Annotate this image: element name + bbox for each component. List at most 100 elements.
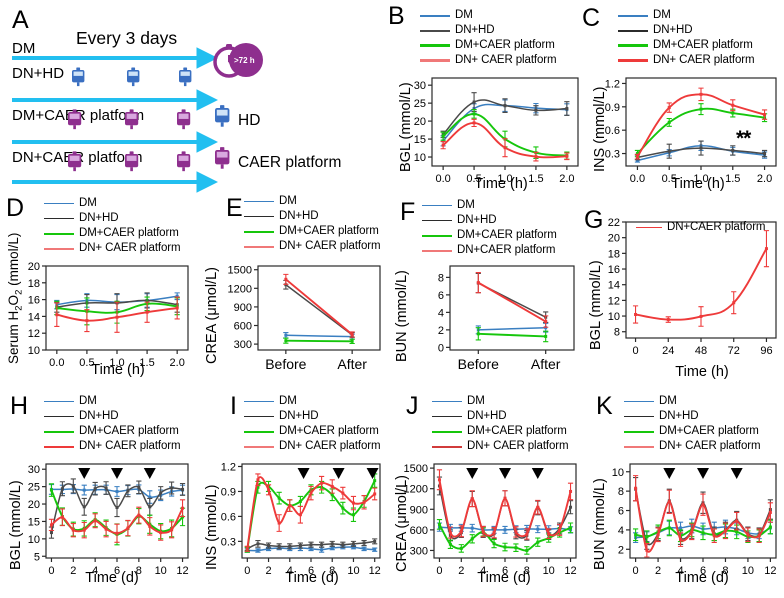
legend-item-dmcaer: DM+CAER platform [244, 424, 381, 439]
legend-label-dm: DM [455, 9, 473, 21]
legend-swatch-dnhd [44, 416, 74, 417]
svg-text:0.0: 0.0 [435, 173, 450, 185]
legend-swatch-dncaer [422, 249, 452, 252]
svg-text:22: 22 [608, 217, 620, 229]
svg-text:0: 0 [633, 565, 639, 577]
legend-label-dmcaer: DM+CAER platform [279, 425, 379, 437]
legend-swatch-dmcaer [244, 230, 274, 233]
legend-swatch-dm [44, 401, 74, 402]
panel-f-letter: F [400, 198, 416, 226]
legend-label-dncaer: DN+ CAER platform [279, 440, 381, 452]
svg-text:0.3: 0.3 [605, 149, 620, 161]
legend-swatch-dm [420, 14, 450, 17]
panel-b-plot: 10 15 20 25 30 0.0 0.5 1.0 1.5 2.0 [414, 77, 579, 185]
legend-swatch-dnhd [624, 416, 654, 417]
panel-k-letter: K [596, 392, 613, 420]
panel-j-ylabel: CREA (μmol/L) [394, 475, 410, 572]
legend-item-dncaer: DN+ CAER platform [432, 439, 569, 454]
legend-item-dncaer: DN+ CAER platform [624, 439, 761, 454]
legend-swatch-dmcaer [624, 430, 654, 433]
panel-e-legend: DM DN+HD DM+CAER platform DN+ CAER platf… [244, 194, 381, 254]
svg-text:300: 300 [234, 339, 252, 351]
legend-item-dncaer: DN+ CAER platform [44, 241, 181, 256]
panel-j-legend: DM DN+HD DM+CAER platform DN+ CAER platf… [432, 394, 569, 454]
panel-i: I DM DN+HD DM+CAER platform DN+ CAER pla… [196, 390, 388, 598]
panel-j-xlabel: Time (d) [477, 570, 531, 586]
svg-text:0.5: 0.5 [79, 357, 94, 369]
svg-text:0.5: 0.5 [466, 173, 481, 185]
panel-a-letter: A [12, 6, 29, 34]
svg-text:10: 10 [28, 534, 40, 546]
svg-text:0.0: 0.0 [49, 357, 64, 369]
svg-text:After: After [337, 356, 367, 372]
panel-c-legend: DM DN+HD DM+CAER platform DN+ CAER platf… [618, 8, 755, 68]
caer-bag-icon [125, 109, 139, 130]
hd-bag-icon [179, 67, 192, 87]
svg-text:16: 16 [608, 264, 620, 276]
legend-item-dm: DM [618, 8, 755, 23]
panel-j-letter: J [406, 392, 419, 420]
svg-text:6: 6 [114, 565, 120, 577]
panel-h-legend: DM DN+HD DM+CAER platform DN+ CAER platf… [44, 394, 181, 454]
legend-item-dncaer: DN+ CAER platform [420, 53, 557, 68]
svg-text:4: 4 [618, 525, 624, 537]
panel-i-letter: I [230, 392, 237, 420]
legend-label-dnhd: DN+HD [279, 410, 319, 422]
caer-bag-icon [215, 147, 230, 169]
panel-e-letter: E [226, 194, 243, 222]
legend-label-dm: DM [279, 195, 297, 207]
panel-h-letter: H [10, 392, 29, 420]
panel-j: J DM DN+HD DM+CAER platform DN+ CAER pla… [388, 390, 584, 598]
panel-g-plot: 8 10 12 14 16 18 20 22 0 24 48 72 96 [608, 217, 777, 357]
svg-text:12: 12 [176, 565, 188, 577]
panel-a: A Every 3 days DM DN+HD DM+CAER platform… [0, 0, 400, 193]
legend-swatch-dm [244, 401, 274, 402]
legend-swatch-dncaer [618, 59, 648, 62]
panel-a-key-label-1: CAER platform [238, 154, 342, 171]
panel-k-ylabel: BUN (mmol/L) [592, 478, 608, 570]
legend-label-dncaer: DN+ CAER platform [455, 54, 557, 66]
svg-text:14: 14 [608, 280, 620, 292]
legend-swatch-dncaer [44, 247, 74, 250]
svg-text:25: 25 [28, 482, 40, 494]
panel-c-letter: C [582, 4, 601, 32]
panel-c-xlabel: Time (h) [671, 176, 725, 192]
legend-swatch-dmcaer [432, 430, 462, 433]
panel-c-significance: ** [736, 127, 751, 150]
svg-text:1.0: 1.0 [109, 357, 124, 369]
svg-text:0: 0 [436, 565, 442, 577]
svg-text:20: 20 [28, 261, 40, 273]
svg-text:300: 300 [410, 545, 428, 557]
svg-text:8: 8 [136, 565, 142, 577]
svg-text:6: 6 [502, 565, 508, 577]
hd-bag-icon [127, 67, 140, 87]
legend-swatch-dncaer [624, 445, 654, 448]
panel-h: H DM DN+HD DM+CAER platform DN+ CAER pla… [0, 390, 196, 598]
svg-text:900: 900 [234, 302, 252, 314]
panel-d-xlabel: Time (h) [91, 362, 145, 378]
legend-item-dm: DM [244, 394, 381, 409]
svg-text:10: 10 [742, 565, 754, 577]
svg-text:2: 2 [265, 565, 271, 577]
svg-text:72: 72 [728, 345, 740, 357]
caer-bag-icon [177, 109, 191, 130]
panel-g-letter: G [584, 206, 604, 234]
panel-g-legend: DN+CAER platform [636, 220, 766, 234]
svg-text:10: 10 [612, 467, 624, 479]
svg-text:1500: 1500 [228, 265, 252, 277]
svg-text:20: 20 [28, 499, 40, 511]
panel-i-xlabel: Time (d) [285, 570, 339, 586]
legend-swatch-dmcaer [618, 44, 648, 47]
svg-text:24: 24 [662, 345, 674, 357]
svg-text:0.3: 0.3 [221, 536, 236, 548]
panel-k: K DM DN+HD DM+CAER platform DN+ CAER pla… [584, 390, 784, 598]
legend-label-dm: DM [79, 197, 97, 209]
legend-label-dmcaer: DM+CAER platform [455, 39, 555, 51]
svg-text:1.2: 1.2 [221, 461, 236, 473]
legend-swatch-dncaer [420, 59, 450, 62]
legend-swatch-dmcaer [44, 232, 74, 235]
svg-text:1500: 1500 [404, 463, 428, 475]
svg-text:0.5: 0.5 [662, 173, 677, 185]
